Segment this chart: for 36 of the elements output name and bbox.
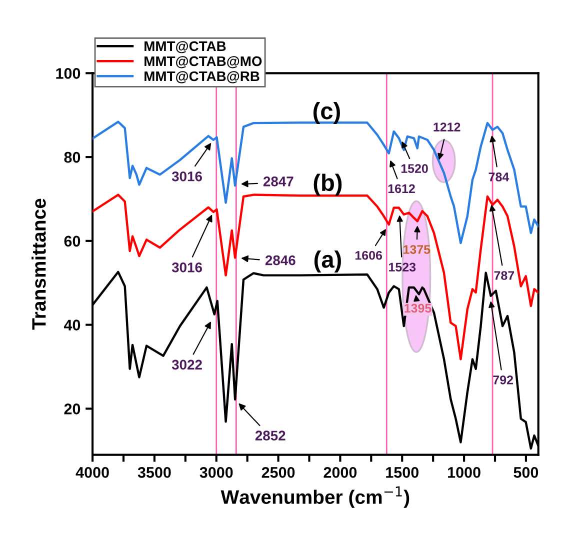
annotation: 1523 bbox=[389, 262, 416, 272]
legend-label: MMT@CTAB@MO bbox=[144, 56, 262, 68]
legend-label: MMT@CTAB bbox=[144, 41, 226, 54]
x-tick-label: 4000 bbox=[76, 467, 109, 478]
annotation: 1612 bbox=[388, 184, 415, 194]
annotation: 792 bbox=[493, 376, 513, 384]
x-tick-label: 3000 bbox=[200, 467, 233, 478]
x-tick-label: 2000 bbox=[324, 467, 357, 478]
annotation: (a) bbox=[314, 250, 341, 272]
y-tick-label: 40 bbox=[64, 320, 80, 330]
annotation: 3022 bbox=[172, 360, 202, 370]
annotation: 1212 bbox=[434, 122, 460, 132]
annotation: 2846 bbox=[265, 255, 296, 266]
x-tick-label: 500 bbox=[514, 467, 538, 478]
x-tick-label: 1500 bbox=[386, 467, 418, 478]
x-tick-label: 3500 bbox=[138, 467, 171, 478]
annotation: 1395 bbox=[404, 304, 432, 313]
annotation: 2847 bbox=[263, 176, 294, 186]
annotation: (b) bbox=[314, 174, 342, 196]
x-axis-title: Wavenumber (cm$^{−1}$) bbox=[220, 486, 410, 508]
annotation: 1520 bbox=[401, 164, 428, 173]
y-tick-label: 20 bbox=[64, 404, 80, 414]
y-tick-label: 100 bbox=[56, 68, 80, 79]
y-tick-label: 60 bbox=[64, 236, 80, 247]
annotation: 2852 bbox=[255, 430, 286, 441]
annotation: 1375 bbox=[404, 245, 430, 254]
annotation: 3016 bbox=[172, 262, 202, 272]
annotation: (c) bbox=[313, 102, 340, 124]
x-tick-label: 2500 bbox=[262, 467, 295, 478]
y-axis-title: Transmittance bbox=[32, 198, 46, 330]
annotation: 787 bbox=[494, 271, 514, 280]
legend-label: MMT@CTAB@RB bbox=[144, 71, 260, 84]
x-tick-label: 1000 bbox=[448, 467, 480, 478]
annotation: 1606 bbox=[355, 250, 382, 260]
y-tick-label: 80 bbox=[64, 152, 80, 163]
annotation: 3016 bbox=[172, 171, 202, 182]
